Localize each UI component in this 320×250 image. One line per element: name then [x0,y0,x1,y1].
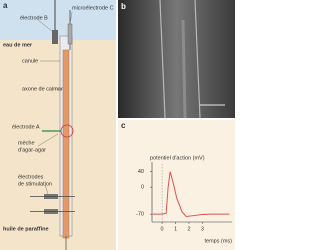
micrograph-detail [159,0,225,119]
panel-letter: a [3,1,8,10]
label: axone de calmar [22,86,63,92]
x-tick-label: 1 [174,226,177,232]
figure: a électrode B microélectrode C eau de me… [0,0,235,250]
x-tick-label: 0 [161,226,164,232]
label: microélectrode C [72,5,114,11]
y-tick-label: 40 [138,169,144,175]
paraffin-area [0,40,116,250]
apparatus [30,0,75,250]
y-axis-label: potentiel d'action (mV) [150,155,205,161]
x-tick-label: 3 [201,226,204,232]
label: d'agar-agar [18,147,46,153]
label: canule [22,58,38,64]
label: électrode B [20,15,48,21]
y-tick-label: -70 [136,212,144,218]
x-axis-label: temps (ms) [205,238,233,244]
chart-area [118,120,235,250]
label: huile de paraffine [3,226,49,232]
label: de stimulation [18,181,52,187]
panel-letter: b [121,2,126,11]
label: électrodes [18,174,44,180]
micrograph [118,0,235,118]
label: mèche [18,140,35,146]
label: eau de mer [3,42,33,48]
action-potential-curve [152,171,230,217]
label: électrode A [12,124,40,130]
y-tick-label: 0 [141,185,144,191]
x-tick-label: 2 [187,226,190,232]
panel-letter: c [121,121,126,130]
